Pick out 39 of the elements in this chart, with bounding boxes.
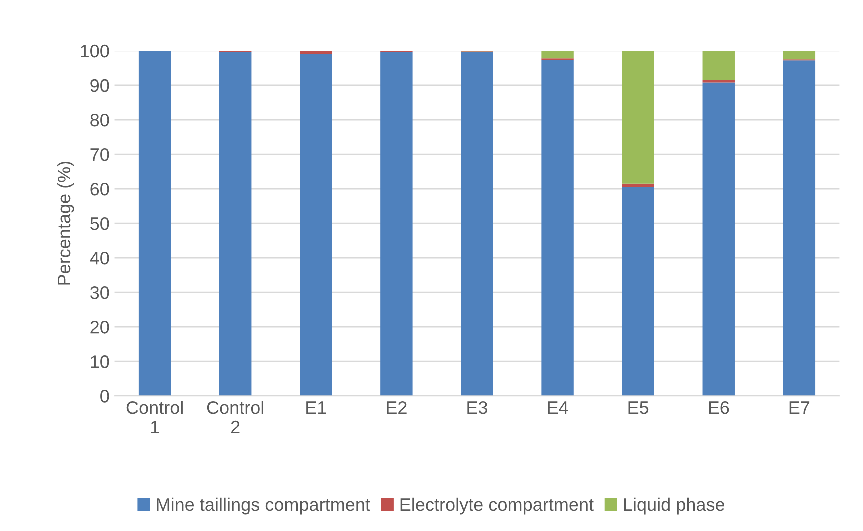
bar	[138, 50, 172, 396]
x-tick-label: E7	[790, 402, 810, 414]
y-tick-label: 100	[81, 44, 110, 58]
y-tick-label: 10	[91, 356, 110, 368]
bar	[622, 50, 654, 184]
legend-label: Mine taillings compartment	[157, 498, 370, 515]
bar	[461, 52, 494, 396]
y-tick-label: 50	[90, 217, 110, 230]
legend-label: Electrolyte compartment	[400, 498, 594, 515]
x-tick-label: Control 2	[207, 400, 264, 434]
y-tick-label: 90	[90, 79, 110, 92]
bar	[702, 82, 735, 396]
bar	[300, 50, 332, 54]
x-tick-label: E6	[709, 401, 730, 414]
bar	[783, 60, 816, 396]
y-tick-label: 30	[90, 286, 110, 300]
y-axis-title: Percentage (%)	[57, 162, 74, 285]
bar	[622, 184, 654, 188]
y-tick-label: 0	[100, 390, 110, 403]
x-tick-label: Control 1	[126, 400, 183, 434]
bar	[542, 50, 574, 59]
legend-label: Liquid phase	[624, 498, 725, 515]
y-tick-label: 70	[90, 148, 110, 162]
x-tick-label: E3	[468, 401, 488, 414]
x-tick-label: E4	[548, 402, 568, 414]
x-tick-label: E1	[306, 402, 326, 414]
y-tick-label: 60	[90, 182, 110, 196]
bar	[380, 52, 413, 396]
bar	[300, 54, 332, 396]
bar	[702, 50, 735, 80]
y-tick-label: 40	[90, 252, 110, 265]
bar	[542, 60, 574, 396]
x-tick-label: E2	[387, 401, 407, 414]
x-tick-label: E5	[628, 402, 649, 414]
y-tick-label: 20	[90, 321, 110, 334]
bar	[219, 52, 252, 396]
bar	[783, 50, 816, 60]
y-tick-label: 80	[90, 114, 110, 127]
bar	[622, 187, 654, 396]
